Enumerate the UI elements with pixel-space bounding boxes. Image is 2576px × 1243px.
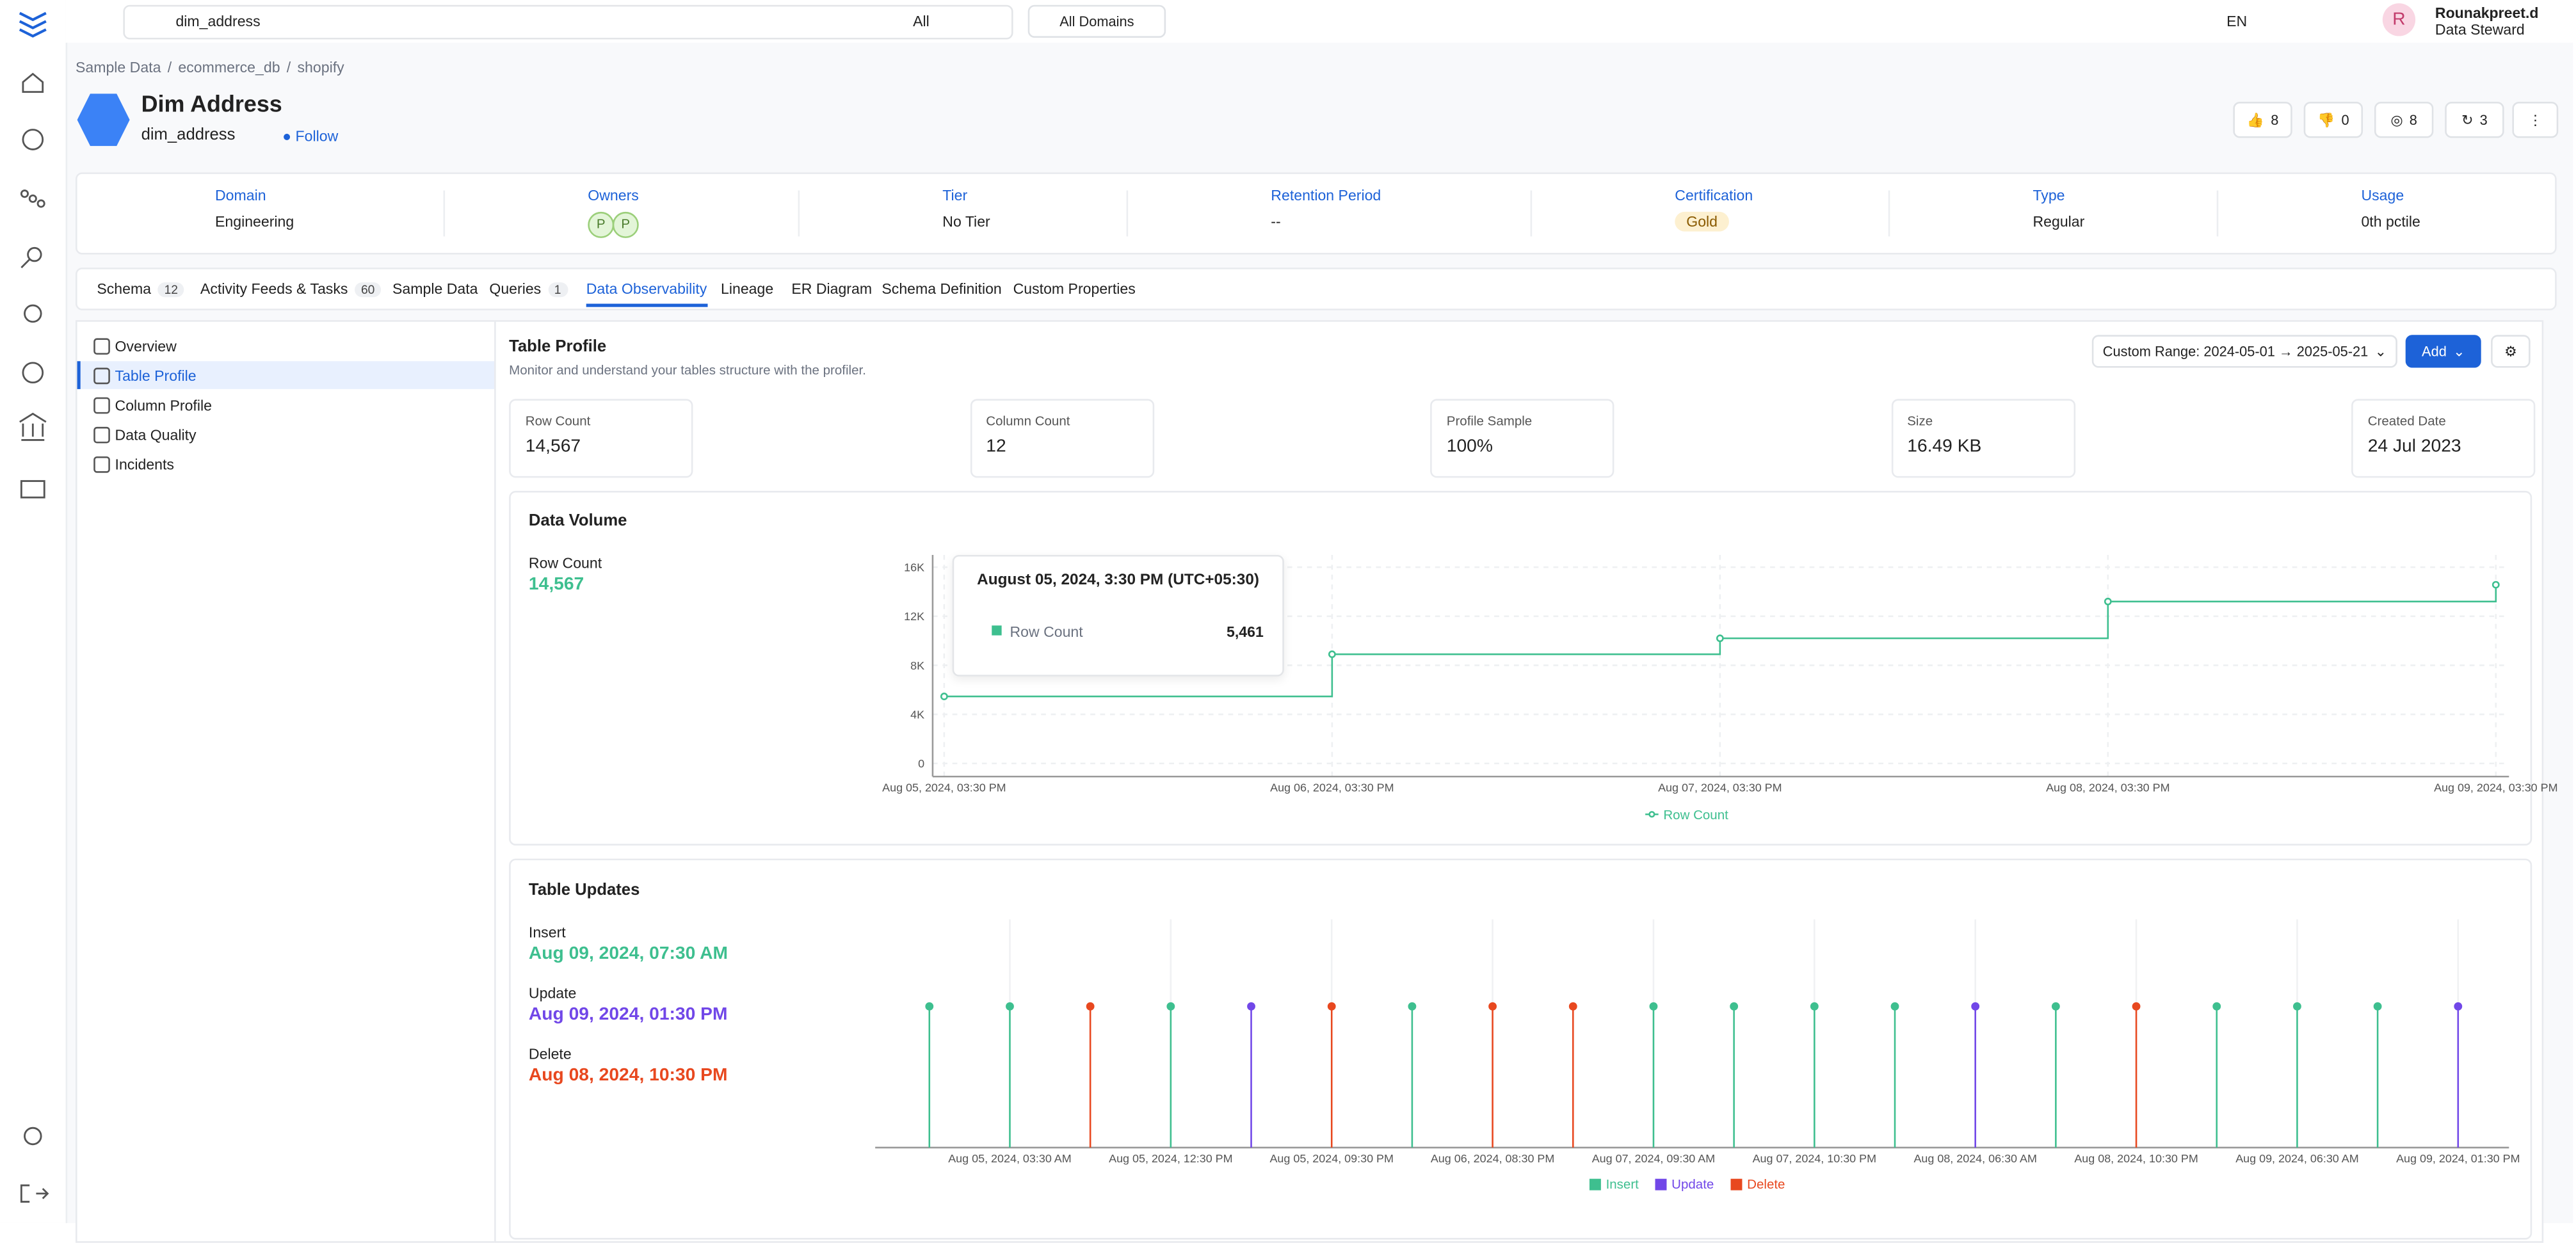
x-tick-label: Aug 06, 2024, 03:30 PM [1270, 781, 1394, 794]
update-dot [2132, 1002, 2141, 1011]
x-tick-label: Aug 09, 2024, 03:30 PM [2434, 781, 2557, 794]
y-tick-label: 0 [918, 757, 924, 770]
x-tick-label: Aug 08, 2024, 10:30 PM [2074, 1152, 2198, 1165]
update-dot [2052, 1002, 2060, 1011]
legend-label: Update [1671, 1177, 1714, 1192]
tooltip-name: Row Count [1010, 624, 1083, 641]
tooltip-title: August 05, 2024, 3:30 PM (UTC+05:30) [977, 572, 1259, 589]
y-tick-label: 4K [910, 708, 924, 721]
legend-label: Insert [1606, 1177, 1639, 1192]
update-dot [1328, 1002, 1336, 1011]
update-dot [1408, 1002, 1416, 1011]
update-dot [2454, 1002, 2462, 1011]
x-tick-label: Aug 08, 2024, 06:30 AM [1913, 1152, 2036, 1165]
point [1329, 652, 1335, 657]
update-dot [1086, 1002, 1095, 1011]
x-tick-label: Aug 07, 2024, 10:30 PM [1753, 1152, 1876, 1165]
x-tick-label: Aug 05, 2024, 09:30 PM [1269, 1152, 1393, 1165]
tooltip-swatch [992, 625, 1001, 635]
x-tick-label: Aug 07, 2024, 09:30 AM [1592, 1152, 1715, 1165]
x-tick-label: Aug 06, 2024, 08:30 PM [1431, 1152, 1554, 1165]
update-dot [1730, 1002, 1738, 1011]
update-dot [2293, 1002, 2301, 1011]
update-dot [2212, 1002, 2221, 1011]
point [941, 693, 947, 699]
update-dot [925, 1002, 933, 1011]
x-tick-label: Aug 09, 2024, 06:30 AM [2235, 1152, 2358, 1165]
update-dot [1006, 1002, 1014, 1011]
x-tick-label: Aug 05, 2024, 12:30 PM [1109, 1152, 1232, 1165]
x-tick-label: Aug 08, 2024, 03:30 PM [2046, 781, 2169, 794]
update-dot [1166, 1002, 1175, 1011]
x-tick-label: Aug 09, 2024, 01:30 PM [2396, 1152, 2520, 1165]
point [1717, 636, 1723, 641]
update-dot [1810, 1002, 1819, 1011]
legend-label: Row Count [1663, 808, 1728, 822]
x-tick-label: Aug 05, 2024, 03:30 AM [948, 1152, 1071, 1165]
update-dot [1891, 1002, 1899, 1011]
point [2105, 598, 2111, 604]
update-dot [1569, 1002, 1577, 1011]
update-dot [1650, 1002, 1658, 1011]
y-tick-label: 8K [910, 659, 924, 672]
point [2493, 582, 2499, 588]
update-dot [1247, 1002, 1255, 1011]
tooltip-value: 5,461 [1227, 624, 1264, 641]
legend-label: Delete [1747, 1177, 1785, 1192]
legend-marker [1650, 812, 1655, 817]
x-tick-label: Aug 07, 2024, 03:30 PM [1658, 781, 1782, 794]
legend-swatch [1731, 1179, 1743, 1191]
y-tick-label: 16K [904, 561, 924, 574]
update-dot [2374, 1002, 2382, 1011]
update-dot [1488, 1002, 1497, 1011]
update-dot [1971, 1002, 1979, 1011]
legend-swatch [1655, 1179, 1667, 1191]
legend-swatch [1590, 1179, 1601, 1191]
y-tick-label: 12K [904, 610, 924, 623]
x-tick-label: Aug 05, 2024, 03:30 PM [882, 781, 1006, 794]
